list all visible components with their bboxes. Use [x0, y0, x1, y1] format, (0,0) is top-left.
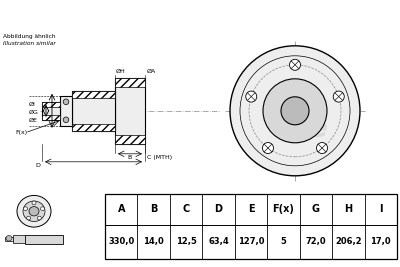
Polygon shape [72, 91, 115, 131]
Circle shape [29, 207, 39, 216]
Polygon shape [42, 102, 60, 120]
Text: 414120: 414120 [260, 7, 324, 22]
Text: I: I [379, 205, 382, 214]
Text: A: A [118, 205, 125, 214]
Text: ØE: ØE [29, 118, 38, 123]
Text: 206,2: 206,2 [335, 237, 362, 246]
Text: F(x): F(x) [15, 130, 27, 135]
Circle shape [262, 143, 274, 154]
Text: B: B [150, 205, 157, 214]
Circle shape [316, 143, 328, 154]
Text: 12,5: 12,5 [176, 237, 196, 246]
Text: ØI: ØI [29, 102, 36, 107]
Circle shape [290, 59, 300, 70]
Circle shape [63, 117, 69, 123]
Text: C (MTH): C (MTH) [147, 155, 172, 160]
Circle shape [63, 99, 69, 105]
Text: G: G [312, 205, 320, 214]
Circle shape [263, 79, 327, 143]
Circle shape [37, 216, 41, 220]
Text: 24.0114-0120.1: 24.0114-0120.1 [93, 7, 227, 22]
Circle shape [333, 91, 344, 102]
Text: ate: ate [278, 115, 328, 143]
Polygon shape [42, 102, 60, 107]
Text: ØH: ØH [116, 69, 126, 74]
Polygon shape [72, 124, 115, 131]
Text: E: E [248, 205, 254, 214]
Text: 5: 5 [280, 237, 286, 246]
Text: B: B [128, 155, 132, 160]
Polygon shape [115, 135, 145, 144]
Text: ØG: ØG [29, 110, 39, 115]
Text: 14,0: 14,0 [143, 237, 164, 246]
Circle shape [281, 97, 309, 125]
Bar [25, 234, 63, 244]
Text: D: D [35, 163, 40, 168]
Circle shape [24, 207, 28, 211]
Text: ®: ® [317, 122, 324, 128]
Circle shape [27, 216, 31, 220]
Text: H: H [344, 205, 352, 214]
Text: C: C [182, 205, 190, 214]
Polygon shape [60, 96, 72, 126]
Text: 72,0: 72,0 [306, 237, 326, 246]
Circle shape [17, 195, 51, 227]
Text: 63,4: 63,4 [208, 237, 229, 246]
Bar [13, 235, 25, 243]
Text: 330,0: 330,0 [108, 237, 134, 246]
Circle shape [6, 235, 12, 241]
Polygon shape [72, 91, 115, 98]
Circle shape [40, 207, 44, 211]
Text: 17,0: 17,0 [370, 237, 391, 246]
Circle shape [246, 91, 257, 102]
Text: 127,0: 127,0 [238, 237, 264, 246]
Polygon shape [115, 78, 145, 87]
Text: Abbildung ähnlich: Abbildung ähnlich [3, 34, 56, 39]
Circle shape [230, 46, 360, 176]
Circle shape [240, 56, 350, 166]
Bar [5, 237, 13, 241]
Text: F(x): F(x) [272, 205, 294, 214]
Bar [105, 194, 397, 259]
Polygon shape [115, 78, 145, 144]
Polygon shape [42, 115, 60, 120]
Text: D: D [214, 205, 222, 214]
Text: Illustration similar: Illustration similar [3, 41, 56, 46]
Circle shape [32, 201, 36, 205]
Text: ØA: ØA [147, 69, 156, 74]
Circle shape [23, 201, 45, 222]
